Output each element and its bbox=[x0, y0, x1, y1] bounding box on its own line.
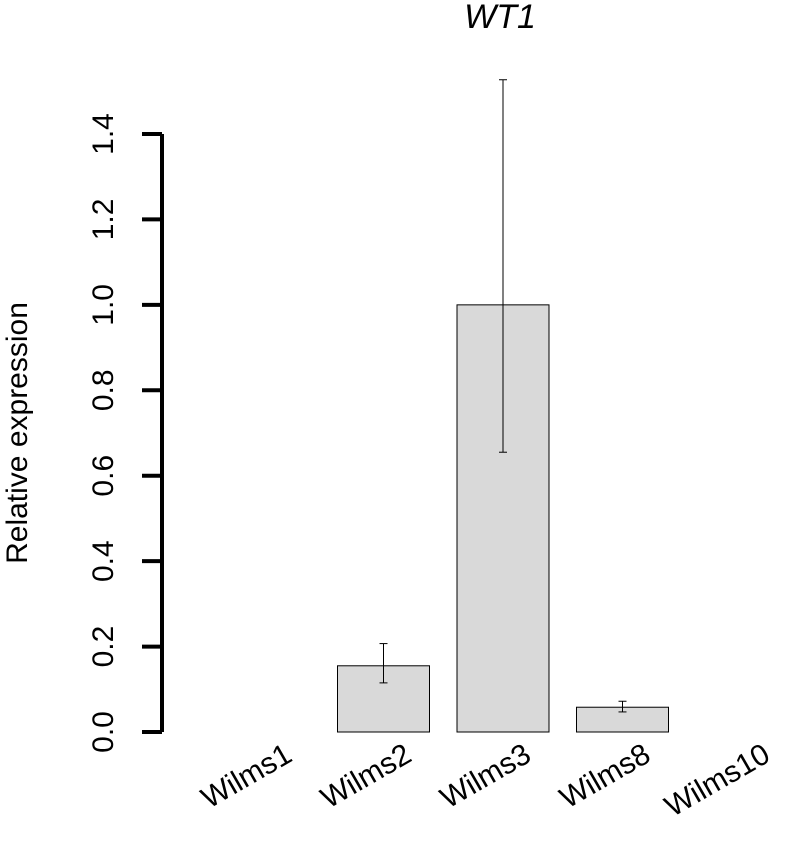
chart-title: WT1 bbox=[464, 0, 536, 36]
error-bar-wilms8 bbox=[618, 700, 627, 713]
x-tick-label: Wilms3 bbox=[435, 737, 537, 815]
y-tick-label: 1.0 bbox=[87, 284, 120, 326]
y-tick-label: 0.0 bbox=[87, 711, 120, 753]
y-tick-label: 1.2 bbox=[87, 199, 120, 241]
bars-group bbox=[337, 79, 669, 733]
y-axis: 0.0 0.2 0.4 0.6 0.8 1.0 1.2 1.4 bbox=[87, 113, 164, 753]
y-tick-label: 1.4 bbox=[87, 113, 120, 155]
x-tick-label: Wilms1 bbox=[196, 737, 298, 815]
x-axis-labels: Wilms1 Wilms2 Wilms3 Wilms8 Wilms10 bbox=[196, 737, 776, 823]
x-tick-label: Wilms8 bbox=[554, 737, 656, 815]
y-tick-label: 0.6 bbox=[87, 455, 120, 497]
y-axis-label: Relative expression bbox=[1, 302, 34, 564]
error-bar-wilms3 bbox=[499, 79, 507, 453]
x-tick-label: Wilms10 bbox=[659, 737, 775, 823]
y-tick-label: 0.2 bbox=[87, 626, 120, 668]
y-tick-label: 0.4 bbox=[87, 540, 120, 582]
error-bar-wilms2 bbox=[379, 643, 388, 684]
y-tick-label: 0.8 bbox=[87, 369, 120, 411]
x-tick-label: Wilms2 bbox=[315, 737, 417, 815]
